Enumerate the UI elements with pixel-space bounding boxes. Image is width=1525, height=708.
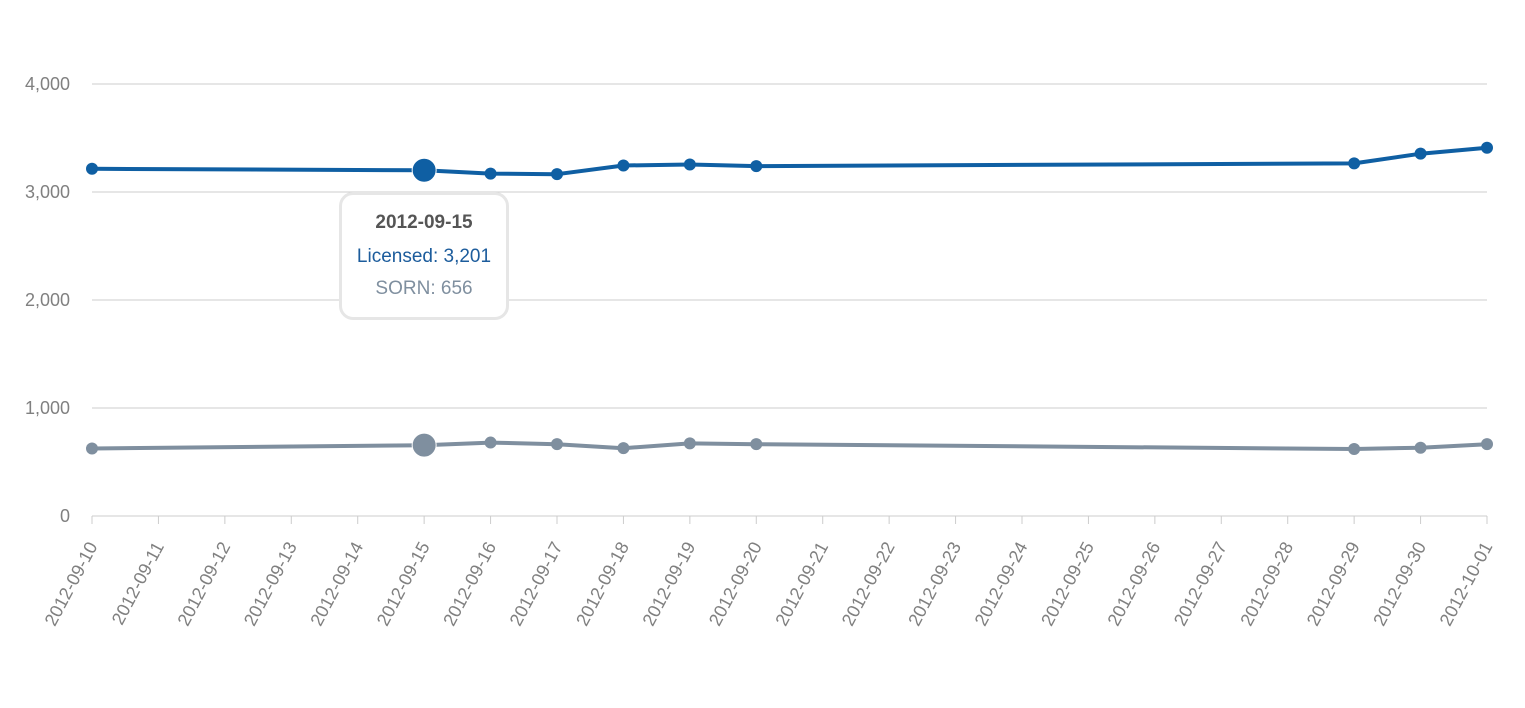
- data-point-licensed[interactable]: [1348, 157, 1361, 170]
- series-line-licensed: [91, 145, 1488, 177]
- x-tick-label: 2012-09-14: [306, 538, 367, 629]
- data-point-sorn[interactable]: [617, 442, 630, 455]
- x-tick-label: 2012-09-19: [639, 538, 700, 629]
- y-tick-label: 1,000: [25, 398, 70, 418]
- data-point-sorn[interactable]: [484, 436, 497, 449]
- x-tick-label: 2012-09-17: [506, 538, 567, 629]
- data-point-licensed[interactable]: [484, 167, 497, 180]
- data-point-licensed[interactable]: [617, 159, 630, 172]
- data-point-sorn[interactable]: [683, 437, 696, 450]
- x-tick-label: 2012-09-23: [904, 538, 965, 629]
- data-point-sorn[interactable]: [1348, 443, 1361, 456]
- x-tick-label: 2012-09-20: [705, 538, 766, 629]
- y-tick-label: 0: [60, 506, 70, 526]
- x-tick-label: 2012-09-13: [240, 538, 301, 629]
- data-point-licensed[interactable]: [1481, 141, 1493, 154]
- x-tick-label: 2012-09-15: [373, 538, 434, 629]
- x-tick-label: 2012-09-27: [1170, 538, 1231, 629]
- data-point-sorn[interactable]: [1414, 441, 1427, 454]
- tooltip-date: 2012-09-15: [375, 212, 473, 233]
- data-point-sorn[interactable]: [411, 432, 437, 458]
- series-line-sorn: [91, 440, 1488, 451]
- x-tick-label: 2012-09-18: [572, 538, 633, 629]
- x-tick-label: 2012-09-10: [41, 538, 102, 629]
- y-axis: 0 1,000 2,000 3,000 4,000: [25, 74, 70, 526]
- data-point-sorn[interactable]: [1481, 438, 1493, 451]
- series-group: [86, 141, 1493, 458]
- x-tick-label: 2012-09-12: [174, 538, 235, 629]
- x-tick-label: 2012-09-16: [439, 538, 500, 629]
- x-axis: 2012-09-10 2012-09-11 2012-09-12 2012-09-13…: [41, 516, 1497, 629]
- y-tick-label: 4,000: [25, 74, 70, 94]
- data-point-licensed[interactable]: [86, 162, 98, 175]
- data-point-licensed[interactable]: [683, 158, 696, 171]
- x-tick-label: 2012-09-24: [971, 538, 1032, 629]
- data-point-licensed[interactable]: [551, 168, 563, 181]
- data-point-licensed[interactable]: [750, 160, 763, 173]
- x-tick-label: 2012-09-21: [771, 538, 832, 629]
- data-point-sorn[interactable]: [551, 438, 563, 451]
- data-point-licensed[interactable]: [1414, 147, 1427, 160]
- x-tick-label: 2012-09-22: [838, 538, 899, 629]
- x-tick-label: 2012-09-30: [1369, 538, 1430, 629]
- y-tick-label: 2,000: [25, 290, 70, 310]
- data-point-sorn[interactable]: [750, 438, 763, 451]
- x-tick-label: 2012-09-29: [1303, 538, 1364, 629]
- x-tick-label: 2012-09-28: [1236, 538, 1297, 629]
- tooltip-licensed: Licensed: 3,201: [356, 246, 492, 267]
- tooltip-sorn: SORN: 656: [375, 278, 473, 299]
- tooltip: 2012-09-15 Licensed: 3,201 SORN: 656: [339, 192, 509, 320]
- x-tick-label: 2012-09-11: [108, 538, 168, 628]
- x-tick-label: 2012-09-25: [1037, 538, 1098, 629]
- data-point-sorn[interactable]: [86, 442, 98, 455]
- x-tick-label: 2012-09-26: [1104, 538, 1165, 629]
- grid-lines: [92, 83, 1487, 517]
- x-tick-label: 2012-10-01: [1436, 538, 1497, 629]
- y-tick-label: 3,000: [25, 182, 70, 202]
- data-point-licensed[interactable]: [411, 157, 437, 183]
